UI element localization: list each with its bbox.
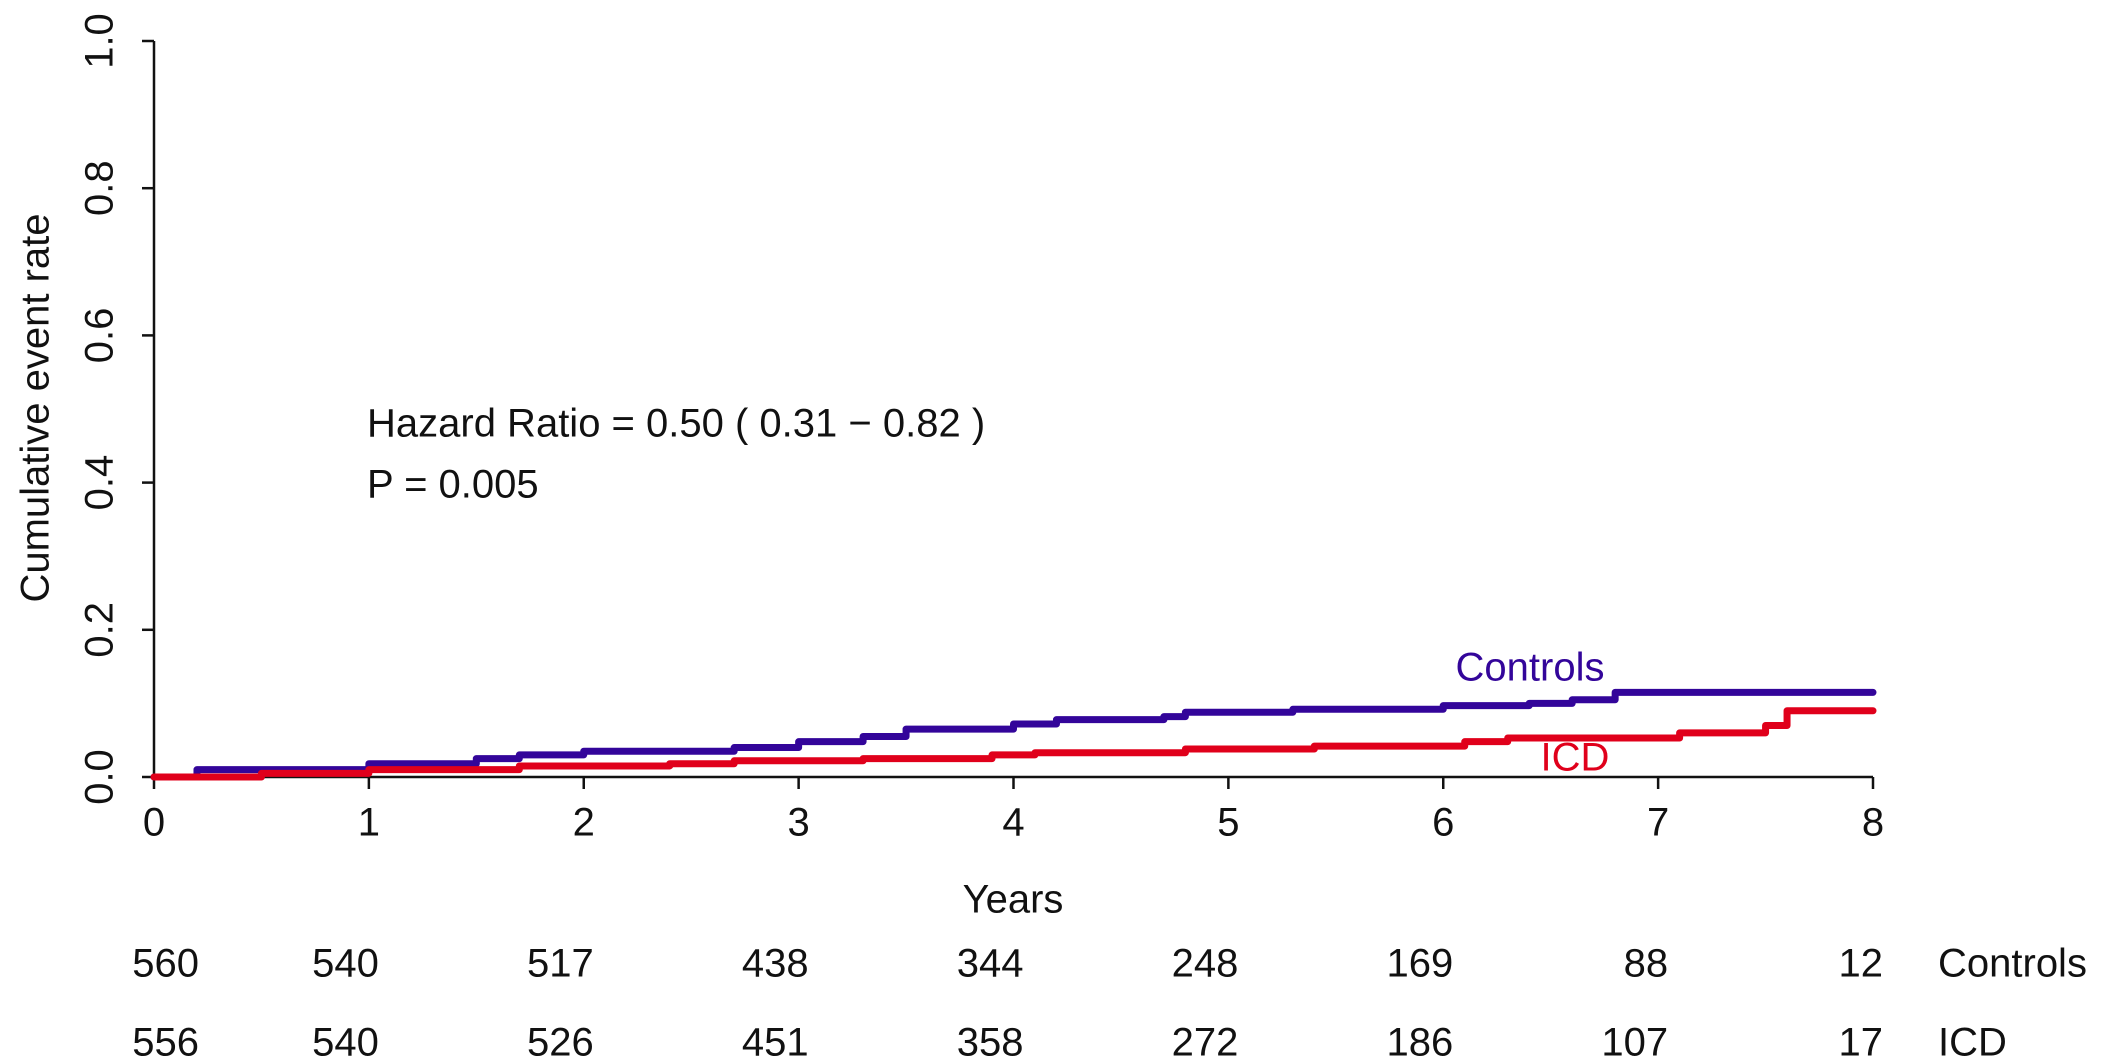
annotation: Hazard Ratio = 0.50 ( 0.31 − 0.82 ) (367, 402, 985, 446)
risk-count: 88 (1624, 942, 1669, 986)
risk-row-label: ICD (1938, 1021, 2007, 1062)
x-tick-label: 8 (1862, 801, 1884, 845)
risk-count: 451 (742, 1021, 809, 1062)
risk-count: 248 (1172, 942, 1239, 986)
y-tick-label: 0.4 (78, 455, 122, 511)
risk-row-label: Controls (1938, 942, 2087, 986)
series-label: Controls (1456, 646, 1605, 690)
x-tick-label: 0 (143, 801, 165, 845)
series-label: ICD (1541, 736, 1610, 780)
y-tick-label: 0.2 (78, 602, 122, 658)
risk-count: 169 (1387, 942, 1454, 986)
x-tick-label: 7 (1647, 801, 1669, 845)
y-tick-label: 1.0 (78, 13, 122, 69)
risk-count: 272 (1172, 1021, 1239, 1062)
risk-count: 12 (1839, 942, 1884, 986)
risk-count: 526 (527, 1021, 594, 1062)
x-tick-label: 4 (1002, 801, 1024, 845)
x-axis-label: Years (963, 878, 1064, 922)
risk-count: 540 (312, 942, 379, 986)
risk-count: 556 (132, 1021, 199, 1062)
x-tick-label: 2 (573, 801, 595, 845)
y-tick-label: 0.6 (78, 308, 122, 364)
y-tick-label: 0.0 (78, 749, 122, 805)
risk-count: 517 (527, 942, 594, 986)
annotation: P = 0.005 (367, 463, 539, 507)
risk-count: 540 (312, 1021, 379, 1062)
km-curve (150, 707, 1877, 781)
risk-count: 344 (957, 942, 1024, 986)
y-axis-label: Cumulative event rate (14, 213, 58, 602)
risk-count: 107 (1601, 1021, 1668, 1062)
y-tick-label: 0.8 (78, 160, 122, 216)
risk-count: 358 (957, 1021, 1024, 1062)
x-tick-label: 1 (358, 801, 380, 845)
risk-count: 438 (742, 942, 809, 986)
x-tick-label: 5 (1217, 801, 1239, 845)
risk-count: 186 (1387, 1021, 1454, 1062)
km-curve (150, 688, 1877, 781)
risk-count: 560 (132, 942, 199, 986)
risk-count: 17 (1839, 1021, 1884, 1062)
x-tick-label: 3 (788, 801, 810, 845)
x-tick-label: 6 (1432, 801, 1454, 845)
